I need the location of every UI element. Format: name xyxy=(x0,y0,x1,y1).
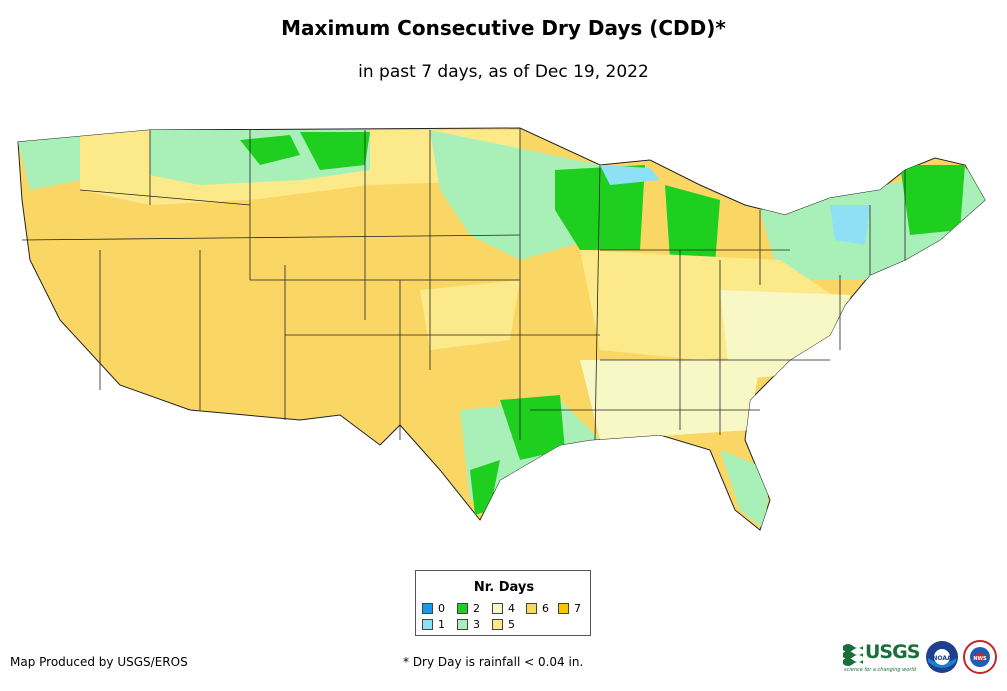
legend-swatch xyxy=(457,603,468,614)
usgs-wave-icon xyxy=(843,644,863,666)
legend-item-2: 2 xyxy=(457,602,480,615)
noaa-logo: NOAA xyxy=(926,641,958,673)
legend-item-7: 7 xyxy=(558,602,581,615)
legend-label: 1 xyxy=(438,618,445,631)
region-maine-green xyxy=(900,165,965,235)
region-pacific-nw xyxy=(18,135,80,190)
noaa-label: NOAA xyxy=(932,655,952,662)
legend-label: 2 xyxy=(473,602,480,615)
legend-label: 0 xyxy=(438,602,445,615)
usgs-wordmark: USGS xyxy=(865,641,920,663)
legend: Nr. Days 0 1 2 3 4 5 6 7 xyxy=(415,570,591,636)
legend-swatch xyxy=(492,619,503,630)
usgs-tagline: science for a changing world xyxy=(844,667,916,673)
legend-label: 3 xyxy=(473,618,480,631)
region-blue-lakes xyxy=(600,165,660,185)
region-wisconsin-green xyxy=(555,165,645,250)
legend-swatch xyxy=(492,603,503,614)
region-minnesota xyxy=(430,130,600,260)
legend-swatch xyxy=(422,619,433,630)
legend-item-1: 1 xyxy=(422,618,445,631)
legend-label: 7 xyxy=(574,602,581,615)
region-louisiana-green xyxy=(500,395,565,460)
legend-label: 5 xyxy=(508,618,515,631)
map-title: Maximum Consecutive Dry Days (CDD)* xyxy=(281,16,726,40)
legend-item-4: 4 xyxy=(492,602,515,615)
nws-label: NWS xyxy=(973,656,987,662)
legend-item-0: 0 xyxy=(422,602,445,615)
legend-label: 6 xyxy=(542,602,549,615)
legend-title: Nr. Days xyxy=(473,580,535,595)
legend-item-5: 5 xyxy=(492,618,515,631)
region-northern-plains-green xyxy=(240,135,300,165)
nws-logo: NWS xyxy=(963,640,997,674)
region-michigan-green xyxy=(665,185,720,265)
legend-swatch xyxy=(457,619,468,630)
legend-label: 4 xyxy=(508,602,515,615)
usgs-logo: USGS science for a changing world xyxy=(843,640,920,676)
dry-day-note: * Dry Day is rainfall < 0.04 in. xyxy=(403,655,584,669)
region-plains-pale xyxy=(420,280,520,350)
region-southeast-pale xyxy=(580,360,760,440)
us-cdd-map xyxy=(17,127,986,531)
region-ny-blue xyxy=(830,205,870,245)
region-texas-coast-green xyxy=(470,460,500,515)
legend-swatch xyxy=(558,603,569,614)
map-credit: Map Produced by USGS/EROS xyxy=(10,655,188,669)
legend-swatch xyxy=(422,603,433,614)
legend-swatch xyxy=(526,603,537,614)
map-subtitle: in past 7 days, as of Dec 19, 2022 xyxy=(358,62,649,82)
legend-item-3: 3 xyxy=(457,618,480,631)
region-nd-green xyxy=(300,132,370,170)
legend-item-6: 6 xyxy=(526,602,549,615)
region-florida-green xyxy=(720,450,770,530)
state-borders xyxy=(21,128,906,441)
